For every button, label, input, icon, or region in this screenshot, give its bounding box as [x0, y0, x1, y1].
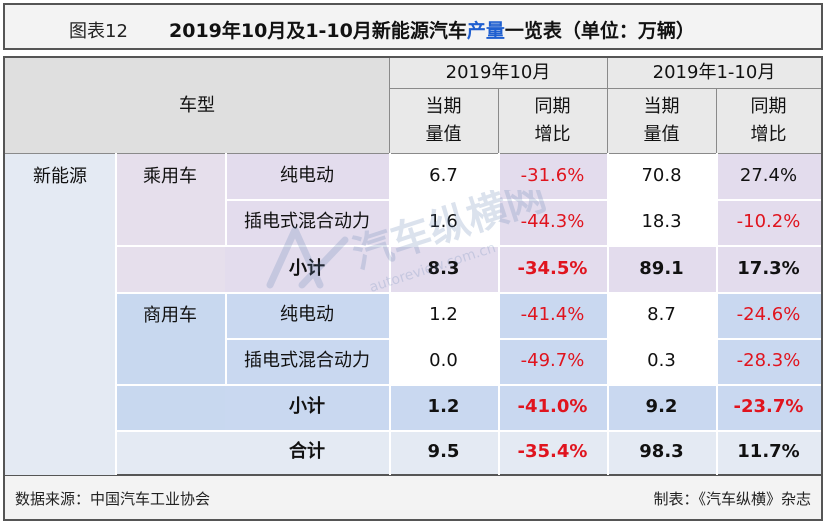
grid-line — [389, 58, 390, 153]
total-oct-yoy: -35.4% — [498, 430, 607, 474]
cell-oct-yoy: -49.7% — [498, 338, 607, 384]
subtotal-oct-yoy: -34.5% — [498, 245, 607, 292]
subtotal-ytd-yoy: -23.7% — [716, 384, 821, 430]
category-new-energy: 新能源 — [5, 153, 115, 475]
header-period-ytd: 2019年1-10月 — [607, 58, 821, 88]
header-yoy-line1: 同期 — [534, 95, 571, 117]
subtotal-oct-value: 1.2 — [389, 384, 498, 430]
row-type: 插电式混合动力 — [225, 199, 389, 245]
row-type: 插电式混合动力 — [225, 338, 389, 384]
total-blank — [115, 430, 225, 474]
cell-oct-value: 6.7 — [389, 153, 498, 199]
figure-number: 图表12 — [69, 21, 128, 42]
grid-line — [389, 88, 821, 89]
table-maker: 制表：《汽车纵横》杂志 — [653, 490, 811, 508]
total-ytd-value: 98.3 — [607, 430, 716, 474]
subtotal-ytd-value: 89.1 — [607, 245, 716, 292]
title-bar: 图表12 2019年10月及1-10月新能源汽车产量一览表（单位：万辆） — [3, 3, 823, 50]
cell-ytd-yoy: -10.2% — [716, 199, 821, 245]
row-type: 纯电动 — [225, 153, 389, 199]
grid-line — [225, 199, 821, 201]
subtotal-oct-value: 8.3 — [389, 245, 498, 292]
header-current-line2: 量值 — [425, 123, 462, 145]
cell-ytd-yoy: -24.6% — [716, 292, 821, 338]
grid-line — [5, 153, 821, 154]
title-highlight: 产量 — [466, 20, 505, 42]
grid-line — [498, 153, 500, 475]
header-vehicle-type: 车型 — [5, 58, 389, 153]
subtotal-ytd-value: 9.2 — [607, 384, 716, 430]
grid-line — [115, 153, 117, 475]
grid-line — [716, 88, 717, 153]
cell-oct-value: 1.2 — [389, 292, 498, 338]
subtotal-ytd-yoy: 17.3% — [716, 245, 821, 292]
data-source: 数据来源：中国汽车工业协会 — [15, 490, 211, 508]
header-month-yoy: 同期 增比 — [498, 88, 607, 153]
grid-line — [115, 430, 821, 432]
header-ytd-current: 当期 量值 — [607, 88, 716, 153]
data-table: 车型 2019年10月 2019年1-10月 当期量值 同期增比 当期量值 同期… — [3, 56, 823, 476]
subtotal-label: 小计 — [225, 245, 389, 292]
grid-line — [115, 292, 821, 294]
title-text-after: 一览表（单位：万辆） — [504, 20, 695, 42]
grid-line — [716, 153, 718, 475]
header-month-current: 当期 量值 — [389, 88, 498, 153]
subtotal-label: 小计 — [225, 384, 389, 430]
group-passenger: 乘用车 — [115, 153, 225, 292]
total-oct-value: 9.5 — [389, 430, 498, 474]
cell-oct-yoy: -44.3% — [498, 199, 607, 245]
header-yoy-line2: 增比 — [534, 123, 571, 145]
footer: 数据来源：中国汽车工业协会 制表：《汽车纵横》杂志 — [3, 476, 823, 521]
cell-ytd-value: 18.3 — [607, 199, 716, 245]
cell-oct-value: 0.0 — [389, 338, 498, 384]
grid-line — [225, 338, 821, 340]
subtotal-oct-yoy: -41.0% — [498, 384, 607, 430]
cell-oct-yoy: -41.4% — [498, 292, 607, 338]
grid-line — [389, 153, 391, 475]
table-title: 2019年10月及1-10月新能源汽车产量一览表（单位：万辆） — [169, 16, 695, 43]
header-current-line2: 量值 — [643, 123, 680, 145]
title-text-before: 2019年10月及1-10月新能源汽车 — [169, 20, 467, 42]
grid-line — [498, 88, 499, 153]
header-yoy-line2: 增比 — [750, 123, 787, 145]
cell-oct-value: 1.6 — [389, 199, 498, 245]
grid-line — [607, 153, 609, 475]
cell-ytd-value: 70.8 — [607, 153, 716, 199]
total-label: 合计 — [225, 430, 389, 474]
group-commercial: 商用车 — [115, 292, 225, 430]
header-current-line1: 当期 — [425, 95, 462, 117]
cell-ytd-yoy: -28.3% — [716, 338, 821, 384]
cell-ytd-yoy: 27.4% — [716, 153, 821, 199]
header-period-month: 2019年10月 — [389, 58, 607, 88]
cell-oct-yoy: -31.6% — [498, 153, 607, 199]
grid-line — [115, 384, 821, 386]
header-yoy-line1: 同期 — [750, 95, 787, 117]
header-ytd-yoy: 同期 增比 — [716, 88, 821, 153]
total-ytd-yoy: 11.7% — [716, 430, 821, 474]
row-type: 纯电动 — [225, 292, 389, 338]
cell-ytd-value: 0.3 — [607, 338, 716, 384]
grid-line — [607, 58, 608, 153]
grid-line — [115, 245, 821, 247]
header-current-line1: 当期 — [643, 95, 680, 117]
cell-ytd-value: 8.7 — [607, 292, 716, 338]
